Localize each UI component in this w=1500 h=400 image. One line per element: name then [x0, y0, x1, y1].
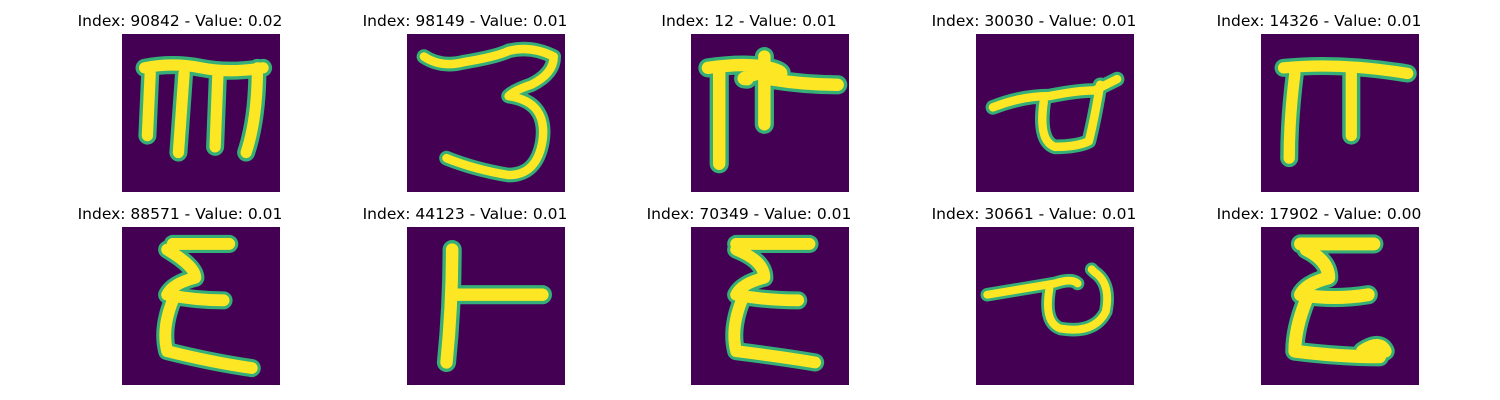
panel-9: Index: 30661 - Value: 0.01 — [884, 193, 1184, 385]
panel-2: Index: 98149 - Value: 0.01 — [315, 0, 615, 192]
panel-3: Index: 12 - Value: 0.01 — [599, 0, 899, 192]
panel-10: Index: 17902 - Value: 0.00 — [1169, 193, 1469, 385]
glyph-tee-icon — [407, 227, 565, 385]
glyph-loop-icon — [976, 227, 1134, 385]
panel-4: Index: 30030 - Value: 0.01 — [884, 0, 1184, 192]
panel-title: Index: 98149 - Value: 0.01 — [362, 12, 568, 30]
glyph-ma-icon — [122, 34, 280, 192]
panel-title: Index: 12 - Value: 0.01 — [661, 12, 837, 30]
panel-8: Index: 70349 - Value: 0.01 — [599, 193, 899, 385]
panel-title: Index: 17902 - Value: 0.00 — [1216, 205, 1422, 223]
panel-title: Index: 44123 - Value: 0.01 — [362, 205, 568, 223]
panel-6: Index: 88571 - Value: 0.01 — [30, 193, 330, 385]
glyph-pa-icon — [1261, 34, 1419, 192]
panel-title: Index: 30030 - Value: 0.01 — [931, 12, 1137, 30]
glyph-epsilon-icon — [122, 227, 280, 385]
glyph-three-icon — [407, 34, 565, 192]
panel-title: Index: 30661 - Value: 0.01 — [931, 205, 1137, 223]
glyph-epsilon-icon — [1261, 227, 1419, 385]
glyph-pha-icon — [691, 34, 849, 192]
panel-title: Index: 88571 - Value: 0.01 — [77, 205, 283, 223]
panel-7: Index: 44123 - Value: 0.01 — [315, 193, 615, 385]
glyph-epsilon-icon — [691, 227, 849, 385]
panel-1: Index: 90842 - Value: 0.02 — [30, 0, 330, 192]
panel-title: Index: 70349 - Value: 0.01 — [646, 205, 852, 223]
panel-5: Index: 14326 - Value: 0.01 — [1169, 0, 1469, 192]
panel-title: Index: 90842 - Value: 0.02 — [77, 12, 283, 30]
panel-title: Index: 14326 - Value: 0.01 — [1216, 12, 1422, 30]
glyph-loop-icon — [976, 34, 1134, 192]
